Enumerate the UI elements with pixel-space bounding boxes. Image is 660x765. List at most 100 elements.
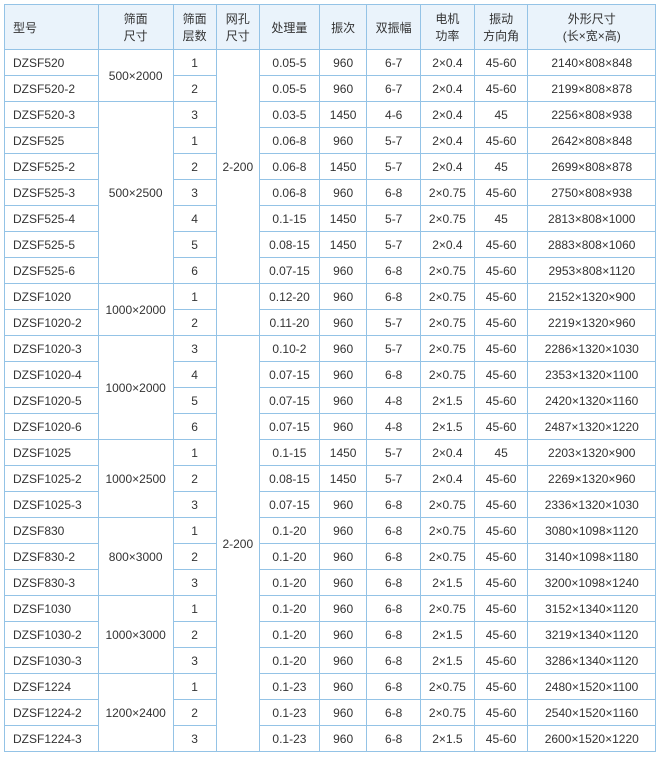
cell-motor-power: 2×0.75 bbox=[421, 518, 475, 544]
cell-amplitude: 5-7 bbox=[367, 440, 421, 466]
cell-motor-power: 2×0.4 bbox=[421, 466, 475, 492]
cell-capacity: 0.1-15 bbox=[259, 206, 319, 232]
cell-amplitude: 6-8 bbox=[367, 596, 421, 622]
cell-dimensions: 2256×808×938 bbox=[528, 102, 656, 128]
cell-frequency: 960 bbox=[319, 414, 366, 440]
cell-motor-power: 2×0.75 bbox=[421, 206, 475, 232]
cell-motor-power: 2×0.75 bbox=[421, 362, 475, 388]
cell-capacity: 0.07-15 bbox=[259, 492, 319, 518]
cell-capacity: 0.1-20 bbox=[259, 622, 319, 648]
cell-frequency: 960 bbox=[319, 544, 366, 570]
cell-vibration-angle: 45-60 bbox=[474, 622, 528, 648]
cell-frequency: 960 bbox=[319, 596, 366, 622]
cell-screen-size: 1000×2000 bbox=[98, 284, 173, 336]
cell-amplitude: 6-8 bbox=[367, 726, 421, 752]
cell-capacity: 0.08-15 bbox=[259, 466, 319, 492]
cell-layers: 1 bbox=[173, 596, 216, 622]
cell-model: DZSF1020-2 bbox=[5, 310, 99, 336]
cell-vibration-angle: 45-60 bbox=[474, 180, 528, 206]
table-row: DZSF1020-31000×200032-2000.10-29605-72×0… bbox=[5, 336, 656, 362]
cell-capacity: 0.1-23 bbox=[259, 700, 319, 726]
cell-dimensions: 3140×1098×1180 bbox=[528, 544, 656, 570]
cell-capacity: 0.10-2 bbox=[259, 336, 319, 362]
cell-vibration-angle: 45 bbox=[474, 206, 528, 232]
cell-frequency: 960 bbox=[319, 50, 366, 76]
cell-capacity: 0.12-20 bbox=[259, 284, 319, 310]
cell-frequency: 960 bbox=[319, 570, 366, 596]
cell-frequency: 960 bbox=[319, 674, 366, 700]
cell-frequency: 960 bbox=[319, 648, 366, 674]
cell-amplitude: 6-8 bbox=[367, 674, 421, 700]
cell-layers: 2 bbox=[173, 76, 216, 102]
cell-amplitude: 6-8 bbox=[367, 648, 421, 674]
cell-vibration-angle: 45-60 bbox=[474, 362, 528, 388]
cell-screen-size: 1000×2000 bbox=[98, 336, 173, 440]
cell-model: DZSF1030-3 bbox=[5, 648, 99, 674]
cell-dimensions: 2336×1320×1030 bbox=[528, 492, 656, 518]
cell-amplitude: 4-8 bbox=[367, 414, 421, 440]
cell-vibration-angle: 45-60 bbox=[474, 258, 528, 284]
cell-layers: 5 bbox=[173, 232, 216, 258]
cell-layers: 2 bbox=[173, 310, 216, 336]
cell-layers: 6 bbox=[173, 258, 216, 284]
cell-vibration-angle: 45-60 bbox=[474, 518, 528, 544]
cell-amplitude: 6-8 bbox=[367, 544, 421, 570]
col-header-8: 振动方向角 bbox=[474, 5, 528, 50]
cell-capacity: 0.07-15 bbox=[259, 362, 319, 388]
cell-layers: 4 bbox=[173, 362, 216, 388]
cell-layers: 2 bbox=[173, 466, 216, 492]
cell-motor-power: 2×0.4 bbox=[421, 102, 475, 128]
cell-dimensions: 2199×808×878 bbox=[528, 76, 656, 102]
cell-motor-power: 2×1.5 bbox=[421, 726, 475, 752]
cell-screen-size: 1200×2400 bbox=[98, 674, 173, 752]
cell-model: DZSF525-2 bbox=[5, 154, 99, 180]
cell-model: DZSF1020 bbox=[5, 284, 99, 310]
cell-vibration-angle: 45-60 bbox=[474, 336, 528, 362]
cell-dimensions: 2353×1320×1100 bbox=[528, 362, 656, 388]
cell-frequency: 1450 bbox=[319, 440, 366, 466]
cell-amplitude: 4-6 bbox=[367, 102, 421, 128]
cell-motor-power: 2×1.5 bbox=[421, 622, 475, 648]
cell-capacity: 0.06-8 bbox=[259, 154, 319, 180]
cell-vibration-angle: 45 bbox=[474, 440, 528, 466]
cell-amplitude: 4-8 bbox=[367, 388, 421, 414]
cell-amplitude: 5-7 bbox=[367, 310, 421, 336]
col-header-4: 处理量 bbox=[259, 5, 319, 50]
cell-vibration-angle: 45-60 bbox=[474, 310, 528, 336]
cell-motor-power: 2×0.75 bbox=[421, 284, 475, 310]
cell-model: DZSF525-3 bbox=[5, 180, 99, 206]
cell-dimensions: 3200×1098×1240 bbox=[528, 570, 656, 596]
table-row: DZSF10201000×200010.12-209606-82×0.7545-… bbox=[5, 284, 656, 310]
cell-motor-power: 2×0.75 bbox=[421, 674, 475, 700]
cell-amplitude: 6-8 bbox=[367, 622, 421, 648]
cell-vibration-angle: 45-60 bbox=[474, 414, 528, 440]
cell-motor-power: 2×0.75 bbox=[421, 492, 475, 518]
cell-amplitude: 5-7 bbox=[367, 206, 421, 232]
cell-model: DZSF525-5 bbox=[5, 232, 99, 258]
cell-capacity: 0.1-20 bbox=[259, 544, 319, 570]
cell-vibration-angle: 45-60 bbox=[474, 570, 528, 596]
cell-dimensions: 2203×1320×900 bbox=[528, 440, 656, 466]
col-header-2: 筛面层数 bbox=[173, 5, 216, 50]
cell-capacity: 0.03-5 bbox=[259, 102, 319, 128]
cell-vibration-angle: 45-60 bbox=[474, 544, 528, 570]
cell-vibration-angle: 45-60 bbox=[474, 50, 528, 76]
cell-model: DZSF1025-2 bbox=[5, 466, 99, 492]
cell-motor-power: 2×0.4 bbox=[421, 50, 475, 76]
cell-amplitude: 6-8 bbox=[367, 258, 421, 284]
cell-layers: 1 bbox=[173, 284, 216, 310]
col-header-5: 振次 bbox=[319, 5, 366, 50]
cell-capacity: 0.1-20 bbox=[259, 596, 319, 622]
cell-model: DZSF1020-6 bbox=[5, 414, 99, 440]
cell-model: DZSF1025 bbox=[5, 440, 99, 466]
col-header-6: 双振幅 bbox=[367, 5, 421, 50]
cell-capacity: 0.05-5 bbox=[259, 50, 319, 76]
cell-model: DZSF1020-4 bbox=[5, 362, 99, 388]
cell-layers: 3 bbox=[173, 570, 216, 596]
cell-frequency: 1450 bbox=[319, 102, 366, 128]
cell-motor-power: 2×0.75 bbox=[421, 258, 475, 284]
cell-frequency: 960 bbox=[319, 180, 366, 206]
cell-model: DZSF520-2 bbox=[5, 76, 99, 102]
cell-model: DZSF1020-5 bbox=[5, 388, 99, 414]
cell-amplitude: 6-8 bbox=[367, 180, 421, 206]
